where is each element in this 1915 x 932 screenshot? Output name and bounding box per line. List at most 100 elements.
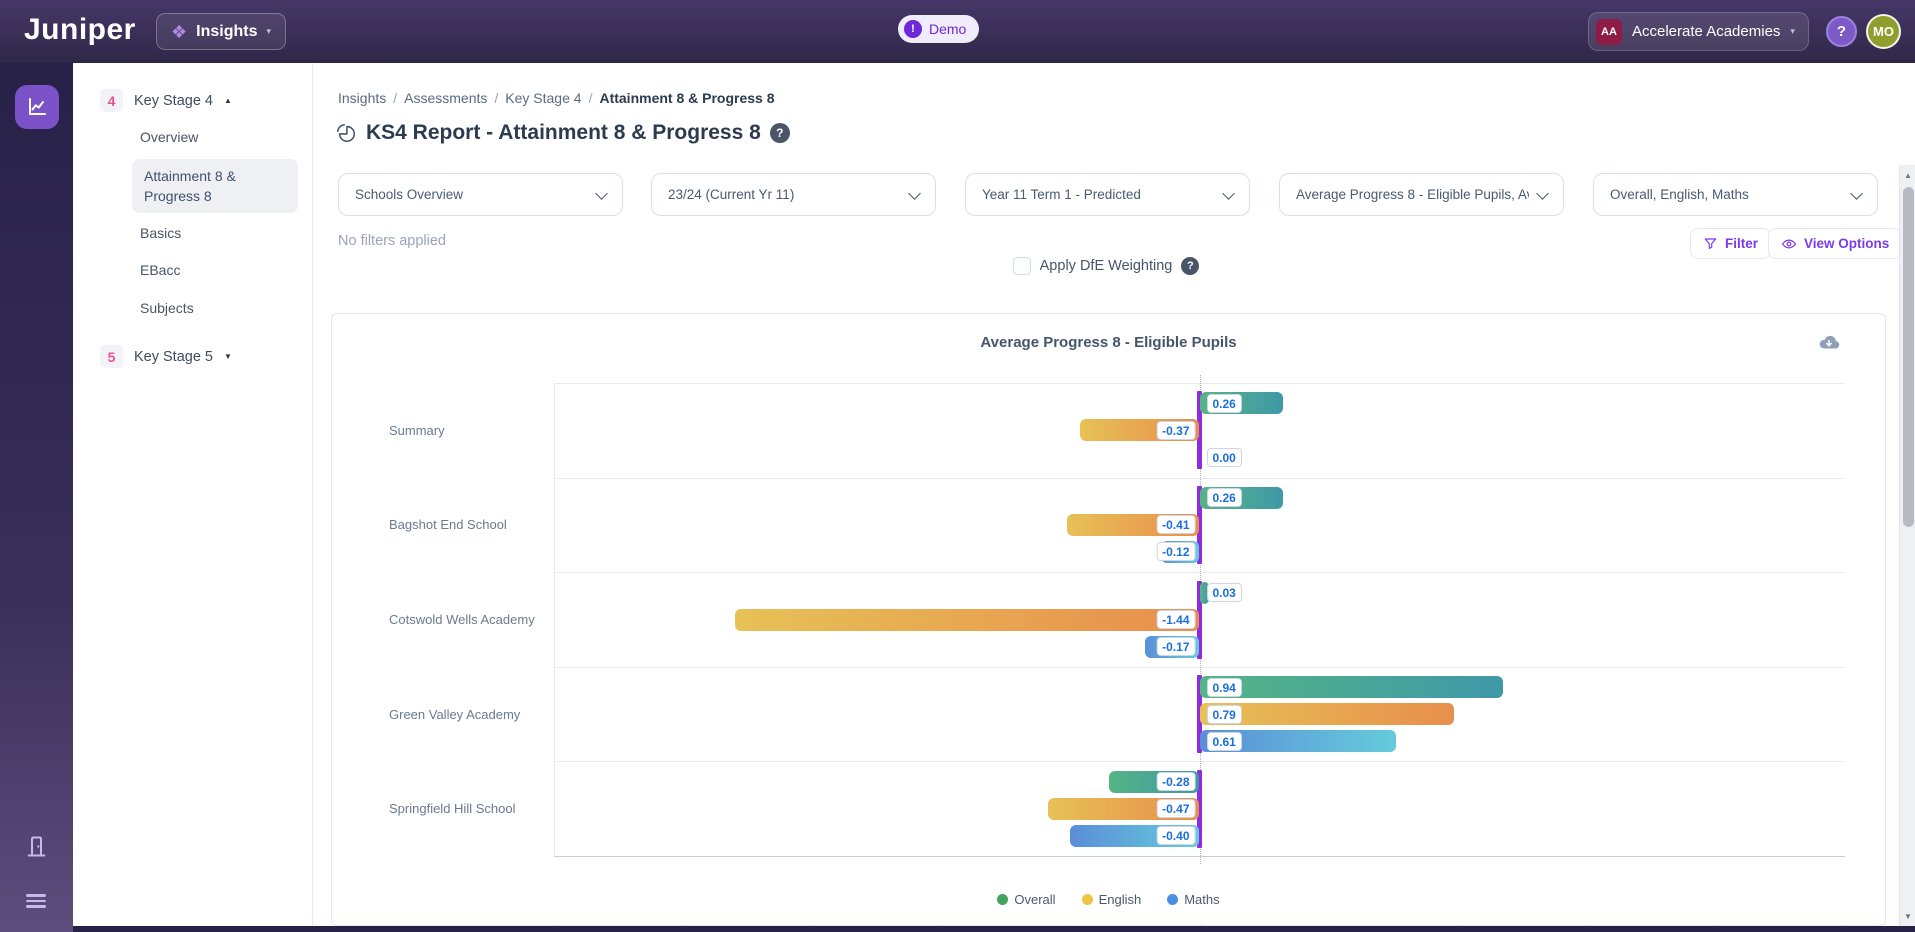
category-label: Cotswold Wells Academy [389,611,535,627]
breadcrumb-separator: / [494,90,499,106]
chevron-up-icon: ▲ [224,96,232,105]
chevron-down-icon [595,187,608,200]
term-select[interactable]: Year 11 Term 1 - Predicted [965,173,1250,216]
measure-select[interactable]: Average Progress 8 - Eligible Pupils, Av [1279,173,1564,216]
scroll-down-arrow-icon[interactable]: ▼ [1904,911,1912,921]
zero-marker [1197,769,1202,848]
breadcrumb-key-stage-4[interactable]: Key Stage 4 [505,90,582,106]
bar-value-label: -0.28 [1156,772,1196,792]
no-filters-text: No filters applied [338,233,446,249]
menu-button[interactable] [0,890,73,912]
dfe-weighting-checkbox[interactable] [1012,257,1031,275]
page-bottom-edge [73,926,1915,932]
chevron-down-icon [1536,187,1549,200]
cohort-select[interactable]: 23/24 (Current Yr 11) [651,173,936,216]
filter-button-label: Filter [1725,236,1759,251]
bar-value-label: 0.26 [1206,393,1242,413]
org-initials-badge: AA [1596,18,1622,45]
category-axis: Summary Bagshot End School Cotswold Wells … [389,383,549,856]
organisation-switcher[interactable]: AA Accelerate Academies ▾ [1588,12,1809,51]
scroll-up-arrow-icon[interactable]: ▲ [1904,170,1912,180]
title-help-icon[interactable]: ? [769,123,790,143]
breadcrumb-insights[interactable]: Insights [338,90,387,106]
ks4-badge: 4 [100,89,123,112]
insights-nav-button[interactable] [15,85,59,129]
sidebar-item-subjects[interactable]: Subjects [140,300,194,316]
sidebar-item-ebacc[interactable]: EBacc [140,262,181,278]
term-select-value: Year 11 Term 1 - Predicted [982,187,1141,202]
sidebar-item-basics[interactable]: Basics [140,225,182,241]
vertical-scrollbar[interactable]: ▲ ▼ [1899,165,1915,926]
breadcrumb-separator: / [588,90,593,106]
bar-value-label: -0.12 [1156,542,1196,562]
user-avatar[interactable]: MO [1866,14,1901,49]
dataset-select-value: Schools Overview [355,187,464,202]
plot-area: -2.0-1.6-1.2-0.8-0.4-0.00.40.81.21.62.00… [554,375,1846,930]
org-name: Accelerate Academies [1632,23,1781,40]
demo-badge: ! Demo [898,15,980,43]
subject-select[interactable]: Overall, English, Maths [1593,173,1878,216]
door-exit-icon [27,836,46,857]
ks4-label: Key Stage 4 [134,92,213,109]
page-title: KS4 Report - Attainment 8 & Progress 8 [366,121,761,144]
dfe-weighting-label: Apply DfE Weighting [1039,258,1173,274]
breadcrumb-assessments[interactable]: Assessments [404,90,488,106]
dfe-help-icon[interactable]: ? [1181,257,1200,275]
sidebar-item-attainment8-progress8[interactable]: Attainment 8 & Progress 8 [132,159,298,213]
legend-dot [997,894,1009,905]
bar-value-label: -0.17 [1156,637,1196,656]
category-label: Green Valley Academy [389,706,521,722]
zero-marker [1197,580,1202,659]
legend-label: Overall [1014,892,1056,907]
legend-item-overall[interactable]: Overall [997,892,1056,907]
category-label: Summary [389,422,445,438]
chevron-down-icon: ▾ [266,26,272,36]
exit-door-button[interactable] [0,832,73,861]
sidebar-item-overview[interactable]: Overview [140,129,199,145]
bar-english [734,608,1200,631]
sidebar-item-key-stage-5[interactable]: 5 Key Stage 5 ▼ [100,345,232,368]
help-button[interactable]: ? [1826,16,1857,47]
breadcrumb-current: Attainment 8 & Progress 8 [599,90,775,106]
legend-label: English [1098,892,1142,907]
chevron-down-icon: ▾ [1790,26,1795,36]
eye-icon [1781,239,1797,248]
view-options-button[interactable]: View Options [1768,228,1903,259]
bar-english [1199,703,1455,726]
bar-value-label: -1.44 [1156,610,1196,629]
menu-icon [26,894,46,897]
chevron-down-icon [908,187,921,200]
insights-diamonds-icon: ❖ [171,21,188,42]
dataset-select[interactable]: Schools Overview [338,173,623,216]
icon-rail [0,63,73,932]
sidebar: 4 Key Stage 4 ▲ Overview Attainment 8 & … [73,63,313,932]
bar-value-label: 0.94 [1206,677,1242,697]
chart-card: Average Progress 8 - Eligible Pupils Sum… [331,313,1886,930]
breadcrumb-separator: / [393,90,398,106]
bar-value-label: -0.41 [1156,515,1196,535]
legend-dot [1167,894,1179,905]
filter-button[interactable]: Filter [1690,228,1772,259]
subject-select-value: Overall, English, Maths [1610,187,1749,202]
legend-item-english[interactable]: English [1081,892,1142,907]
legend-dot [1081,894,1093,905]
bar-overall [1199,581,1210,604]
juniper-logo[interactable]: Juniper [24,13,136,46]
scrollbar-thumb[interactable] [1902,187,1914,527]
demo-label: Demo [929,21,967,37]
bar-overall [1199,676,1503,699]
topbar: Juniper ❖ Insights ▾ ! Demo AA Accelerat… [0,0,1915,63]
sidebar-item-key-stage-4[interactable]: 4 Key Stage 4 ▲ [100,89,232,112]
legend-item-maths[interactable]: Maths [1167,892,1220,907]
download-chart-button[interactable] [1817,330,1841,357]
chevron-down-icon: ▼ [224,352,232,361]
insights-app-switcher[interactable]: ❖ Insights ▾ [156,13,287,50]
bar-value-label: 0.79 [1206,704,1242,724]
breadcrumb: Insights / Assessments / Key Stage 4 / Attainm… [338,90,775,106]
insights-label: Insights [196,22,258,40]
cohort-select-value: 23/24 (Current Yr 11) [668,187,795,202]
bar-value-label: 0.61 [1206,731,1242,751]
chart-legend: Overall English Maths [332,892,1885,907]
bar-value-label: 0.26 [1206,488,1242,508]
